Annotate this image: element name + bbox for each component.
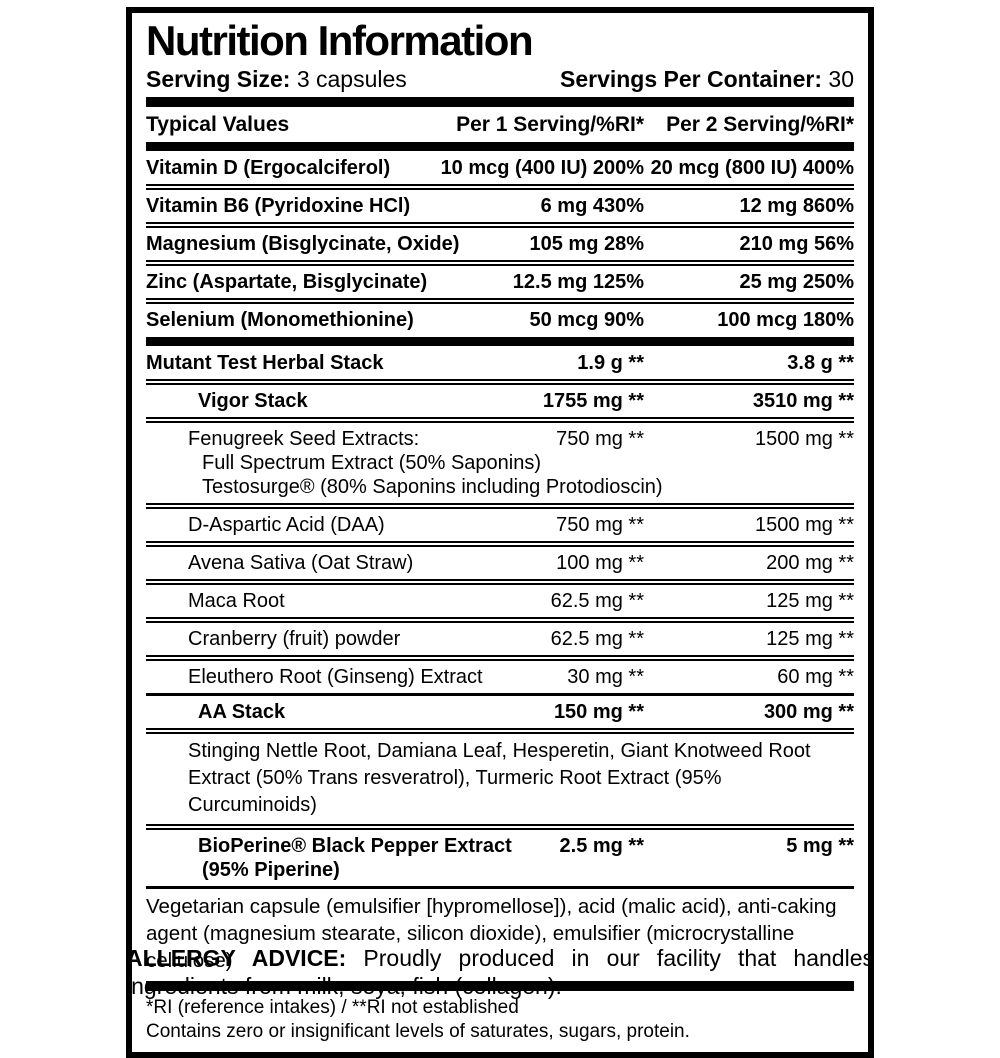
table-row-vitamin-d: Vitamin D (Ergocalciferol) 10 mcg (400 I…	[146, 157, 854, 179]
allergy-advice-text: Proudly produced in our facility that ha…	[126, 945, 874, 999]
table-row-zinc: Zinc (Aspartate, Bisglycinate) 12.5 mg 1…	[146, 271, 854, 293]
double-rule	[146, 824, 854, 830]
serving-row: Serving Size: 3 capsules Servings Per Co…	[146, 66, 854, 93]
serving-size: Serving Size: 3 capsules	[146, 66, 407, 93]
double-rule	[146, 184, 854, 190]
table-row-eleuthero-root: Eleuthero Root (Ginseng) Extract 30 mg *…	[188, 666, 854, 688]
column-header-typical-values: Typical Values	[146, 113, 290, 136]
allergy-advice: ALLERGY ADVICE: Proudly produced in our …	[126, 944, 874, 1000]
column-header-per-1-serving: Per 1 Serving/%RI*	[456, 113, 644, 136]
double-rule	[146, 417, 854, 423]
servings-per-container-label: Servings Per Container:	[559, 66, 823, 92]
thick-divider	[146, 981, 854, 991]
table-row-cranberry: Cranberry (fruit) powder 62.5 mg ** 125 …	[188, 628, 854, 650]
table-row-mutant-test-herbal-stack: Mutant Test Herbal Stack 1.9 g ** 3.8 g …	[146, 352, 854, 374]
nutrition-label-box: Nutrition Information Serving Size: 3 ca…	[126, 7, 874, 1058]
fenugreek-subline-testosurge: Testosurge® (80% Saponins including Prot…	[202, 476, 663, 498]
serving-size-value: 3 capsules	[296, 66, 407, 92]
page-title: Nutrition Information	[146, 17, 534, 64]
bioperine-subline-piperine: (95% Piperine)	[202, 859, 340, 881]
thick-divider	[146, 97, 854, 107]
servings-per-container: Servings Per Container: 30	[560, 66, 854, 93]
single-rule	[146, 693, 854, 696]
thick-divider	[146, 337, 854, 346]
serving-size-label: Serving Size:	[146, 66, 291, 92]
double-rule	[146, 617, 854, 623]
column-header-per-2-serving: Per 2 Serving/%RI*	[666, 113, 854, 136]
fenugreek-subline-full-spectrum: Full Spectrum Extract (50% Saponins)	[202, 452, 542, 474]
table-row-maca-root: Maca Root 62.5 mg ** 125 mg **	[188, 590, 854, 612]
servings-per-container-value: 30	[828, 66, 854, 92]
table-row-aa-stack: AA Stack 150 mg ** 300 mg **	[198, 701, 854, 723]
double-rule	[146, 579, 854, 585]
nutrition-label-page: Nutrition Information Serving Size: 3 ca…	[126, 7, 874, 1058]
single-rule	[146, 886, 854, 889]
double-rule	[146, 260, 854, 266]
table-row-magnesium: Magnesium (Bisglycinate, Oxide) 105 mg 2…	[146, 233, 854, 255]
double-rule	[146, 222, 854, 228]
footnotes: *RI (reference intakes) / **RI not estab…	[146, 993, 854, 1046]
double-rule	[146, 503, 854, 509]
table-row-vigor-stack: Vigor Stack 1755 mg ** 3510 mg **	[198, 390, 854, 412]
table-row-avena-sativa: Avena Sativa (Oat Straw) 100 mg ** 200 m…	[188, 552, 854, 574]
double-rule	[146, 298, 854, 304]
table-row-d-aspartic-acid: D-Aspartic Acid (DAA) 750 mg ** 1500 mg …	[188, 514, 854, 536]
table-row-bioperine: BioPerine® Black Pepper Extract 2.5 mg *…	[146, 830, 854, 886]
table-row-selenium: Selenium (Monomethionine) 50 mcg 90% 100…	[146, 309, 854, 331]
other-ingredients: Vegetarian capsule (emulsifier [hypromel…	[146, 895, 837, 972]
table-header-row: Typical Values Per 1 Serving/%RI* Per 2 …	[146, 109, 854, 141]
table-row-vitamin-b6: Vitamin B6 (Pyridoxine HCl) 6 mg 430% 12…	[146, 195, 854, 217]
double-rule	[146, 541, 854, 547]
double-rule	[146, 728, 854, 734]
double-rule	[146, 655, 854, 661]
thick-divider	[146, 142, 854, 151]
allergy-advice-label: ALLERGY ADVICE:	[126, 945, 347, 971]
double-rule	[146, 379, 854, 385]
footnote-contains: Contains zero or insignificant levels of…	[146, 1021, 690, 1042]
aa-stack-ingredients: Stinging Nettle Root, Damiana Leaf, Hesp…	[188, 740, 811, 816]
table-row-fenugreek: Fenugreek Seed Extracts: 750 mg ** 1500 …	[146, 423, 854, 503]
